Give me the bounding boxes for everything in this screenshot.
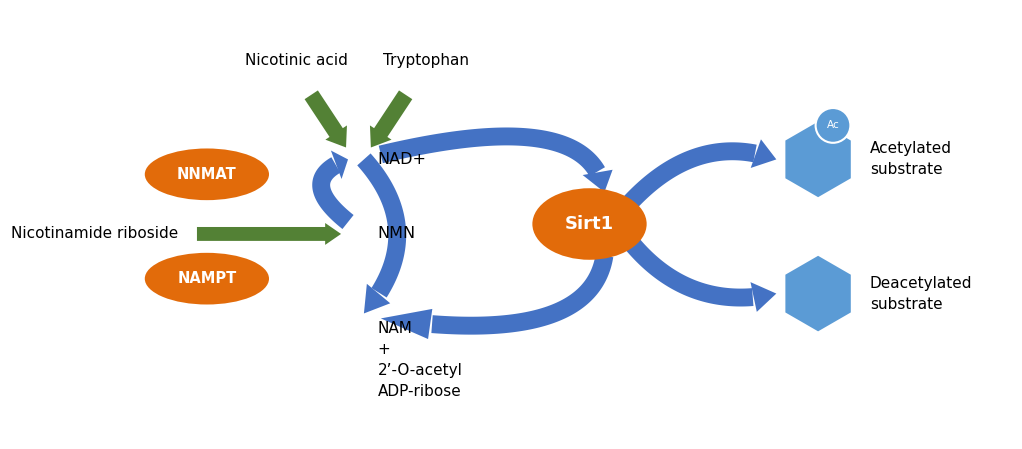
Polygon shape — [431, 255, 613, 335]
Text: NAMPT: NAMPT — [177, 271, 236, 286]
Ellipse shape — [145, 149, 269, 200]
Text: Nicotinic acid: Nicotinic acid — [245, 53, 347, 68]
Text: NAM
+
2’-O-acetyl
ADP-ribose: NAM + 2’-O-acetyl ADP-ribose — [378, 321, 463, 400]
Polygon shape — [358, 154, 406, 298]
Text: Nicotinamide riboside: Nicotinamide riboside — [11, 226, 179, 242]
Text: NNMAT: NNMAT — [177, 167, 237, 182]
Polygon shape — [197, 223, 341, 245]
Polygon shape — [617, 142, 756, 215]
Text: Tryptophan: Tryptophan — [382, 53, 468, 68]
Text: NAD+: NAD+ — [378, 152, 427, 167]
Polygon shape — [313, 157, 354, 229]
Text: Ac: Ac — [827, 120, 839, 130]
Polygon shape — [750, 282, 777, 312]
Polygon shape — [751, 139, 777, 168]
Polygon shape — [583, 170, 612, 192]
Ellipse shape — [145, 253, 269, 304]
Circle shape — [816, 108, 850, 143]
Text: Deacetylated
substrate: Deacetylated substrate — [870, 276, 972, 312]
Polygon shape — [370, 90, 412, 147]
Polygon shape — [785, 256, 850, 331]
Polygon shape — [379, 128, 605, 176]
Text: NMN: NMN — [378, 226, 416, 242]
Polygon shape — [617, 229, 753, 307]
Polygon shape — [331, 150, 349, 179]
Polygon shape — [364, 284, 390, 313]
Ellipse shape — [532, 188, 647, 260]
Polygon shape — [381, 309, 432, 339]
Polygon shape — [305, 90, 346, 147]
Polygon shape — [785, 122, 850, 197]
Text: Sirt1: Sirt1 — [565, 215, 614, 233]
Text: Acetylated
substrate: Acetylated substrate — [870, 141, 951, 177]
